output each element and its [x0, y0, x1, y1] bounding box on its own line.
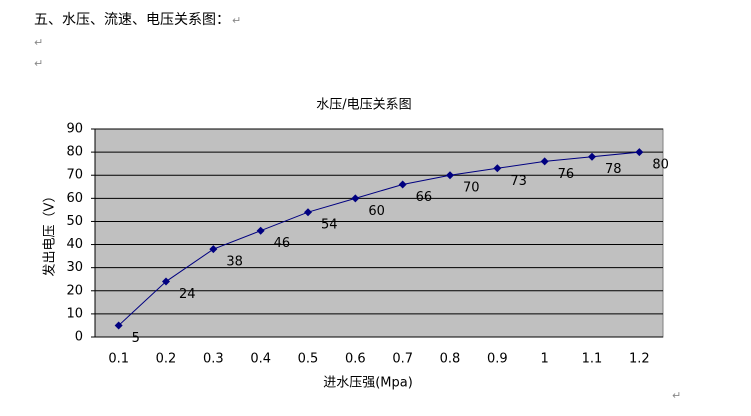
- data-point: [588, 152, 596, 161]
- x-tick-label: 0.6: [345, 352, 366, 367]
- x-tick-label: 1.1: [582, 352, 603, 367]
- data-point: [351, 194, 360, 203]
- data-line: [118, 151, 640, 326]
- heading: 五、水压、流速、电压关系图：: [34, 12, 230, 28]
- plot-area: [94, 128, 664, 338]
- data-label: 38: [226, 255, 243, 270]
- data-point: [304, 208, 312, 217]
- x-tick-label: 1.2: [629, 352, 650, 367]
- paragraph-mark: ↵: [672, 389, 681, 402]
- data-label: 24: [179, 287, 196, 302]
- y-tick-label: 40: [66, 237, 83, 252]
- y-tick-label: 0: [75, 330, 83, 345]
- y-tick-label: 30: [66, 260, 83, 275]
- paragraph-mark: ↵: [34, 57, 43, 70]
- data-label: 66: [416, 190, 433, 205]
- data-label: 70: [463, 181, 480, 196]
- data-point: [114, 321, 123, 330]
- x-tick-label: 0.7: [392, 352, 413, 367]
- data-point: [540, 157, 549, 166]
- data-point: [635, 148, 644, 157]
- x-axis-label: 进水压强(Mpa): [323, 376, 413, 391]
- data-label: 60: [368, 204, 385, 219]
- data-point: [493, 164, 502, 173]
- x-tick-label: 0.4: [250, 352, 271, 367]
- x-tick-label: 1: [541, 352, 549, 367]
- x-tick-label: 0.1: [108, 352, 129, 367]
- x-tick-label: 0.3: [203, 352, 224, 367]
- y-tick-label: 20: [66, 283, 83, 298]
- data-point: [256, 226, 265, 235]
- chart-title: 水压/电压关系图: [316, 98, 411, 113]
- data-label: 5: [132, 331, 140, 346]
- data-label: 73: [510, 174, 527, 189]
- data-label: 78: [605, 162, 622, 177]
- paragraph-mark: ↵: [34, 36, 43, 49]
- paragraph-mark: ↵: [232, 14, 241, 27]
- data-point: [209, 245, 218, 254]
- data-point: [446, 171, 454, 180]
- x-tick-label: 0.8: [440, 352, 461, 367]
- y-tick-label: 60: [66, 191, 83, 206]
- data-label: 46: [274, 236, 291, 251]
- y-tick-label: 70: [66, 168, 83, 183]
- data-label: 76: [558, 167, 575, 182]
- x-tick-label: 0.5: [298, 352, 319, 367]
- x-tick-label: 0.9: [487, 352, 508, 367]
- y-tick-label: 50: [66, 214, 83, 229]
- y-tick-label: 80: [66, 145, 83, 160]
- data-point: [162, 277, 170, 286]
- data-label: 54: [321, 218, 338, 233]
- data-point: [398, 180, 407, 189]
- y-tick-label: 10: [66, 306, 83, 321]
- x-tick-label: 0.2: [156, 352, 177, 367]
- data-label: 80: [652, 158, 669, 173]
- y-axis-label: 发出电压（V）: [42, 190, 58, 277]
- y-tick-label: 90: [66, 122, 83, 137]
